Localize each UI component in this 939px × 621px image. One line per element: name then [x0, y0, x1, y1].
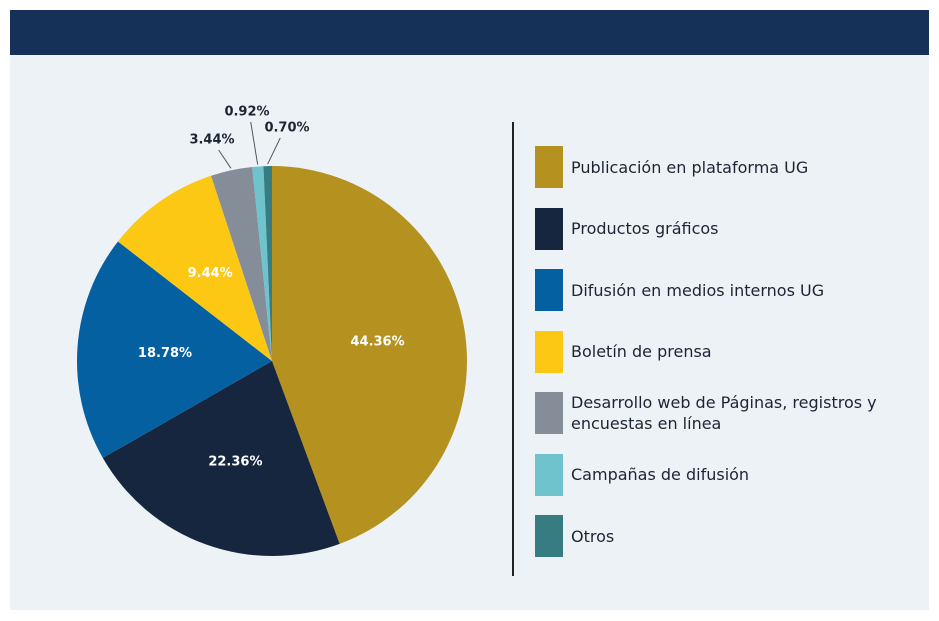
legend-item: Publicación en plataforma UG	[535, 146, 911, 188]
data-label: 3.44%	[189, 133, 234, 148]
leader-line	[218, 149, 232, 169]
legend-item: Boletín de prensa	[535, 330, 911, 373]
pie-slice	[117, 175, 272, 361]
pie-slice	[102, 361, 340, 556]
data-label: 22.36%	[208, 454, 262, 469]
legend-label: Otros	[571, 526, 615, 546]
legend-item: Campañas de difusión	[535, 453, 911, 496]
legend-item: Otros	[535, 515, 911, 557]
legend-swatch	[535, 269, 563, 311]
data-label: 18.78%	[138, 346, 192, 361]
legend-item: Productos gráficos	[535, 207, 911, 250]
legend-item: Desarrollo web de Páginas, registros y e…	[535, 392, 911, 434]
data-label: 9.44%	[188, 266, 233, 281]
pie-slice	[252, 166, 272, 361]
header-bar	[10, 10, 929, 55]
legend-item: Difusión en medios internos UG	[535, 269, 911, 311]
pie-slice	[272, 166, 468, 544]
legend-swatch	[535, 453, 563, 496]
pie-slice	[263, 166, 272, 361]
data-label: 44.36%	[350, 335, 404, 350]
pie-slice	[77, 241, 272, 458]
legend-swatch	[535, 146, 563, 188]
legend-swatch	[535, 515, 563, 557]
leader-line	[250, 121, 259, 165]
legend-label: Productos gráficos	[571, 219, 719, 238]
legend-swatch	[535, 392, 563, 434]
legend-label: Difusión en medios internos UG	[571, 280, 825, 300]
legend-label: Publicación en plataforma UG	[571, 157, 809, 177]
leader-line	[267, 137, 281, 165]
legend-swatch	[535, 330, 563, 373]
legend-swatch	[535, 207, 563, 250]
legend-label: Boletín de prensa	[571, 342, 712, 361]
pie-slice	[211, 167, 272, 361]
legend-label: Desarrollo web de Páginas, registros y e…	[571, 393, 877, 433]
legend-label: Campañas de difusión	[571, 465, 750, 484]
data-label: 0.92%	[224, 105, 269, 120]
legend-divider	[512, 122, 514, 576]
data-label: 0.70%	[264, 121, 309, 136]
